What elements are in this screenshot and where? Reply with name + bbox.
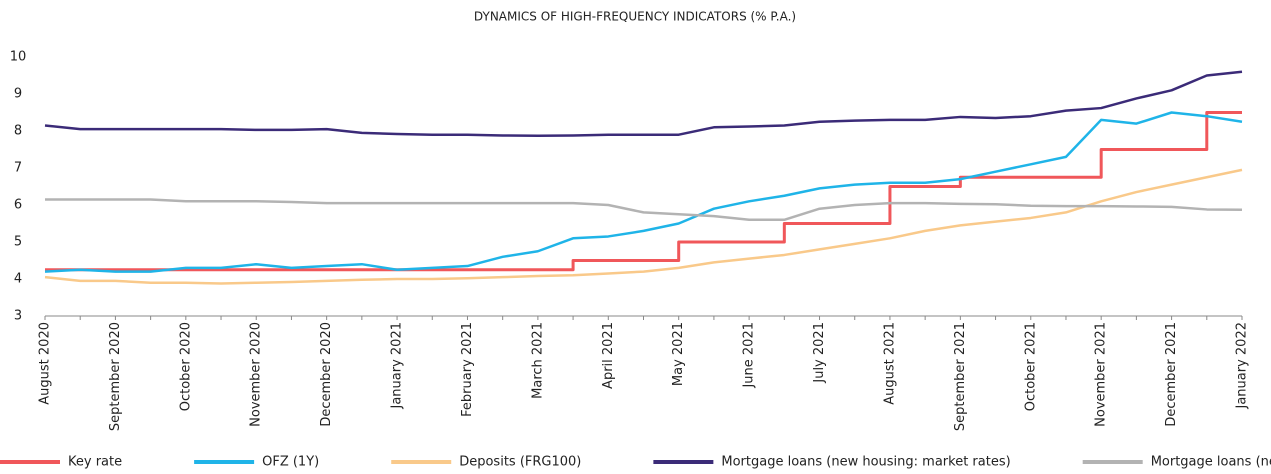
x-tick-label: July 2021 xyxy=(812,322,827,384)
y-tick-label: 3 xyxy=(14,309,22,324)
x-tick-label: April 2021 xyxy=(601,322,616,389)
x-tick-label: November 2021 xyxy=(1094,322,1109,427)
chart-title: DYNAMICS OF HIGH-FREQUENCY INDICATORS (%… xyxy=(474,10,796,24)
y-tick-label: 4 xyxy=(14,272,22,287)
x-tick-label: May 2021 xyxy=(671,322,686,386)
x-tick-label: December 2021 xyxy=(1164,322,1179,427)
x-tick-label: January 2021 xyxy=(390,322,405,410)
x-tick-label: October 2020 xyxy=(178,322,193,411)
x-tick-label: August 2020 xyxy=(38,322,53,405)
legend-label: Mortgage loans (new housing: market rate… xyxy=(721,455,1010,470)
x-tick-label: September 2021 xyxy=(953,322,968,431)
y-tick-label: 10 xyxy=(10,50,27,65)
y-tick-label: 8 xyxy=(14,124,22,139)
x-tick-label: June 2021 xyxy=(742,322,757,389)
series-line xyxy=(44,111,1243,273)
series-line xyxy=(44,168,1243,285)
x-tick-label: March 2021 xyxy=(530,322,545,399)
legend-label: OFZ (1Y) xyxy=(262,455,319,470)
x-tick-label: December 2020 xyxy=(319,322,334,427)
series-line xyxy=(44,70,1243,138)
legend-label: Mortgage loans (new housing: subsidised … xyxy=(1151,455,1271,470)
y-tick-label: 5 xyxy=(14,235,22,250)
x-tick-label: August 2021 xyxy=(882,322,897,405)
legend-label: Deposits (FRG100) xyxy=(459,455,581,470)
legend-label: Key rate xyxy=(68,455,122,470)
x-tick-label: September 2020 xyxy=(108,322,123,431)
series-line xyxy=(45,198,1243,222)
y-tick-label: 6 xyxy=(14,198,22,213)
legend: Key rate OFZ (1Y) Deposits (FRG100) Mortgag… xyxy=(0,455,1271,470)
x-tick-label: February 2021 xyxy=(460,322,475,417)
x-tick-label: October 2021 xyxy=(1023,322,1038,411)
x-tick-label: January 2022 xyxy=(1235,322,1250,410)
y-tick-label: 9 xyxy=(14,87,22,102)
x-tick-label: November 2020 xyxy=(249,322,264,427)
series-line xyxy=(45,111,1242,272)
y-tick-label: 7 xyxy=(14,161,22,176)
